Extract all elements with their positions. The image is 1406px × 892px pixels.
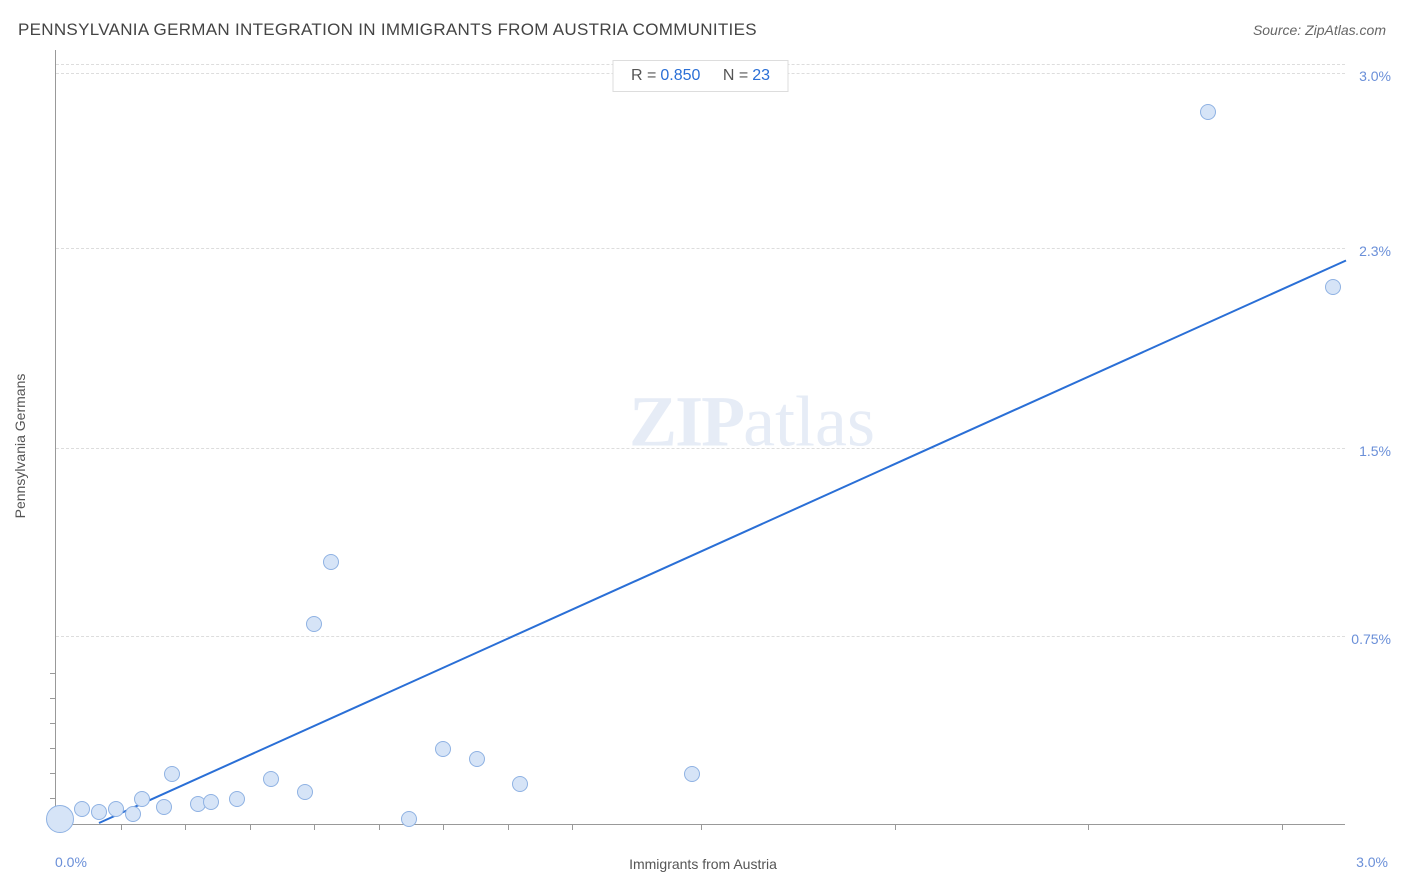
watermark: ZIPatlas — [629, 380, 875, 463]
r-value: 0.850 — [660, 67, 700, 84]
scatter-point — [108, 801, 124, 817]
x-axis-min: 0.0% — [55, 854, 87, 870]
y-tick — [50, 798, 56, 799]
scatter-point — [125, 806, 141, 822]
scatter-point — [229, 791, 245, 807]
scatter-point — [46, 805, 74, 833]
x-tick — [508, 824, 509, 830]
scatter-point — [134, 791, 150, 807]
x-tick — [572, 824, 573, 830]
y-tick-label: 0.75% — [1351, 631, 1391, 647]
scatter-point — [263, 771, 279, 787]
gridline — [56, 248, 1345, 249]
trend-line — [99, 260, 1347, 824]
n-value: 23 — [752, 67, 770, 84]
chart-title: PENNSYLVANIA GERMAN INTEGRATION IN IMMIG… — [18, 20, 757, 40]
x-tick — [250, 824, 251, 830]
scatter-point — [684, 766, 700, 782]
scatter-point — [74, 801, 90, 817]
scatter-point — [164, 766, 180, 782]
scatter-point — [306, 616, 322, 632]
scatter-point — [1325, 279, 1341, 295]
scatter-point — [401, 811, 417, 827]
scatter-point — [512, 776, 528, 792]
gridline — [56, 448, 1345, 449]
y-tick — [50, 773, 56, 774]
y-tick-label: 2.3% — [1359, 243, 1391, 259]
gridline — [56, 636, 1345, 637]
y-tick-label: 1.5% — [1359, 443, 1391, 459]
x-tick — [379, 824, 380, 830]
scatter-point — [469, 751, 485, 767]
r-label: R = — [631, 67, 656, 84]
scatter-point — [323, 554, 339, 570]
y-tick — [50, 723, 56, 724]
source-label: Source: ZipAtlas.com — [1253, 22, 1386, 38]
scatter-point — [203, 794, 219, 810]
watermark-right: atlas — [743, 381, 875, 461]
y-tick — [50, 673, 56, 674]
scatter-point — [1200, 104, 1216, 120]
y-axis-label: Pennsylvania Germans — [12, 374, 28, 519]
watermark-left: ZIP — [629, 381, 743, 461]
x-tick — [1088, 824, 1089, 830]
x-tick — [185, 824, 186, 830]
scatter-point — [297, 784, 313, 800]
n-label: N = — [723, 67, 748, 84]
x-tick — [443, 824, 444, 830]
chart-plot-area: ZIPatlas R =0.850 N =23 — [55, 50, 1345, 825]
x-tick — [121, 824, 122, 830]
y-tick — [50, 698, 56, 699]
x-axis-label: Immigrants from Austria — [629, 856, 777, 872]
scatter-point — [156, 799, 172, 815]
y-tick-label: 3.0% — [1359, 68, 1391, 84]
stats-box: R =0.850 N =23 — [612, 60, 789, 92]
x-tick — [895, 824, 896, 830]
y-tick — [50, 748, 56, 749]
scatter-point — [435, 741, 451, 757]
scatter-point — [91, 804, 107, 820]
x-tick — [1282, 824, 1283, 830]
x-tick — [314, 824, 315, 830]
x-tick — [701, 824, 702, 830]
x-axis-max: 3.0% — [1356, 854, 1388, 870]
